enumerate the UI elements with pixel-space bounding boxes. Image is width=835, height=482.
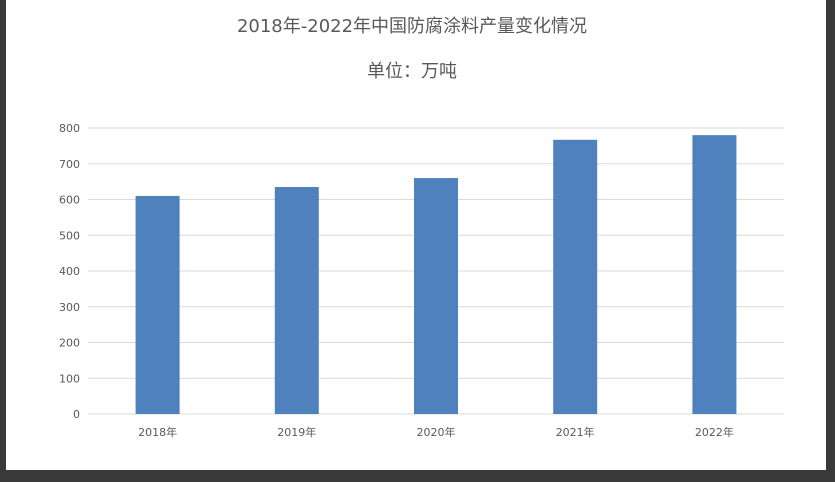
- x-tick-label: 2022年: [695, 425, 734, 439]
- y-tick-label: 0: [73, 408, 80, 421]
- y-tick-label: 600: [59, 194, 80, 207]
- x-tick-label: 2019年: [277, 425, 316, 439]
- y-tick-label: 800: [59, 122, 80, 135]
- chart-area: 2018年-2022年中国防腐涂料产量变化情况 单位：万吨 0 100 200 300…: [6, 0, 826, 470]
- y-tick-label: 100: [59, 372, 80, 385]
- bar-chart: 2018年-2022年中国防腐涂料产量变化情况 单位：万吨 0 100 200 300…: [59, 16, 784, 439]
- y-tick-label: 500: [59, 229, 80, 242]
- bar: [553, 139, 598, 415]
- y-tick-label: 200: [59, 337, 80, 350]
- x-tick-label: 2020年: [417, 425, 456, 439]
- bar: [274, 186, 319, 414]
- y-tick-label: 300: [59, 301, 80, 314]
- chart-subtitle: 单位：万吨: [367, 61, 457, 82]
- chart-title: 2018年-2022年中国防腐涂料产量变化情况: [237, 16, 587, 37]
- bar: [414, 178, 458, 414]
- bar: [135, 195, 180, 414]
- y-tick-label: 700: [59, 158, 80, 171]
- x-tick-label: 2018年: [138, 425, 177, 439]
- y-tick-label: 400: [59, 265, 80, 278]
- x-tick-label: 2021年: [556, 425, 595, 439]
- bar: [692, 135, 737, 414]
